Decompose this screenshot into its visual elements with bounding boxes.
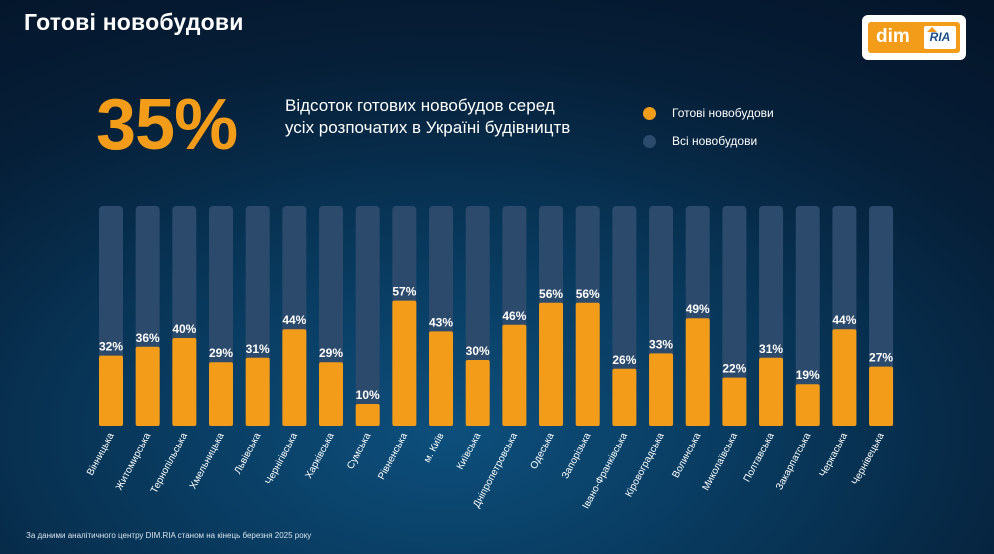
data-label: 22% [722,362,746,376]
category-label: Полтавська [742,431,777,484]
category-label: Львівська [233,431,264,476]
legend-item-all: Всі новобудови [643,134,757,148]
category-label: Волинська [670,431,703,480]
data-label: 30% [466,344,490,358]
dimria-logo[interactable]: dim RIA [862,15,966,60]
bar-ready [392,300,417,426]
legend-item-ready: Готові новобудови [643,106,774,120]
bar-ready [869,366,894,426]
category-label: Хмельницька [188,431,227,491]
bar-ready [539,302,564,426]
bar-ready [649,353,674,426]
bar-ready [172,338,197,426]
logo-text-ria: RIA [929,30,951,44]
legend-label-all: Всі новобудови [672,134,758,148]
bar-total [795,206,820,426]
category-label: Харківська [303,431,336,481]
category-label: Тернопільська [149,431,190,496]
data-label: 31% [759,342,783,356]
bar-ready [319,362,344,426]
bar-ready [612,368,637,426]
bar-ready [135,346,160,426]
category-label: Миколаївська [701,431,741,493]
logo-ria-box: RIA [924,26,956,49]
legend-dot-all [643,134,656,148]
page-title: Готові новобудови [24,9,244,35]
category-label: Чернігівська [264,431,301,487]
category-label: Черкаська [818,431,851,479]
data-label: 32% [99,340,123,354]
data-label: 33% [649,337,673,351]
category-label: Житомирська [114,431,154,492]
bar-ready [832,329,857,426]
category-label: Закарпатська [774,431,813,492]
source-note: За даними аналітичного центру DIM.RIA ст… [26,531,312,540]
bar-total [722,206,747,426]
legend-dot-ready [643,106,656,120]
bar-ready [685,318,710,426]
legend-label-ready: Готові новобудови [672,106,774,120]
category-label: Чернівецька [850,431,887,487]
data-label: 19% [796,368,820,382]
category-label: м. Київ [422,431,447,464]
data-label: 43% [429,315,453,329]
category-label: Вінницька [85,431,117,478]
category-label: Сумська [345,431,373,471]
data-label: 29% [209,346,233,360]
logo-badge: dim RIA [868,22,960,53]
bar-ready [429,331,454,426]
category-label: Одеська [529,431,557,471]
data-label: 46% [502,309,526,323]
data-label: 57% [392,285,416,299]
data-label: 49% [686,302,710,316]
data-label: 29% [319,346,343,360]
logo-text-dim: dim [876,26,910,47]
data-label: 10% [356,388,380,402]
data-label: 27% [869,351,893,365]
bar-ready [759,357,784,426]
data-label: 40% [172,322,196,336]
bar-ready [282,329,307,426]
bar-ready [795,384,820,426]
data-label: 44% [282,313,306,327]
data-label: 56% [576,287,600,301]
category-label: Запорізька [560,431,594,481]
data-label: 31% [246,342,270,356]
data-label: 26% [612,353,636,367]
headline-description: Відсоток готових новобудов серед усіх ро… [285,96,571,137]
bar-ready [355,404,380,426]
bar-ready [99,355,123,426]
category-label: Рівненська [376,431,410,482]
data-label: 44% [832,313,856,327]
data-label: 36% [136,331,160,345]
bar-ready [722,377,747,426]
bar-ready [465,360,490,426]
category-label: Київська [455,431,484,472]
bar-total [355,206,380,426]
bar-ready [575,302,600,426]
headline-percentage: 35% [96,85,238,165]
data-label: 56% [539,287,563,301]
bar-ready [245,357,270,426]
house-icon [927,27,937,32]
category-label: Кіровоградська [624,431,667,499]
bar-ready [502,324,527,426]
bar-ready [209,362,234,426]
